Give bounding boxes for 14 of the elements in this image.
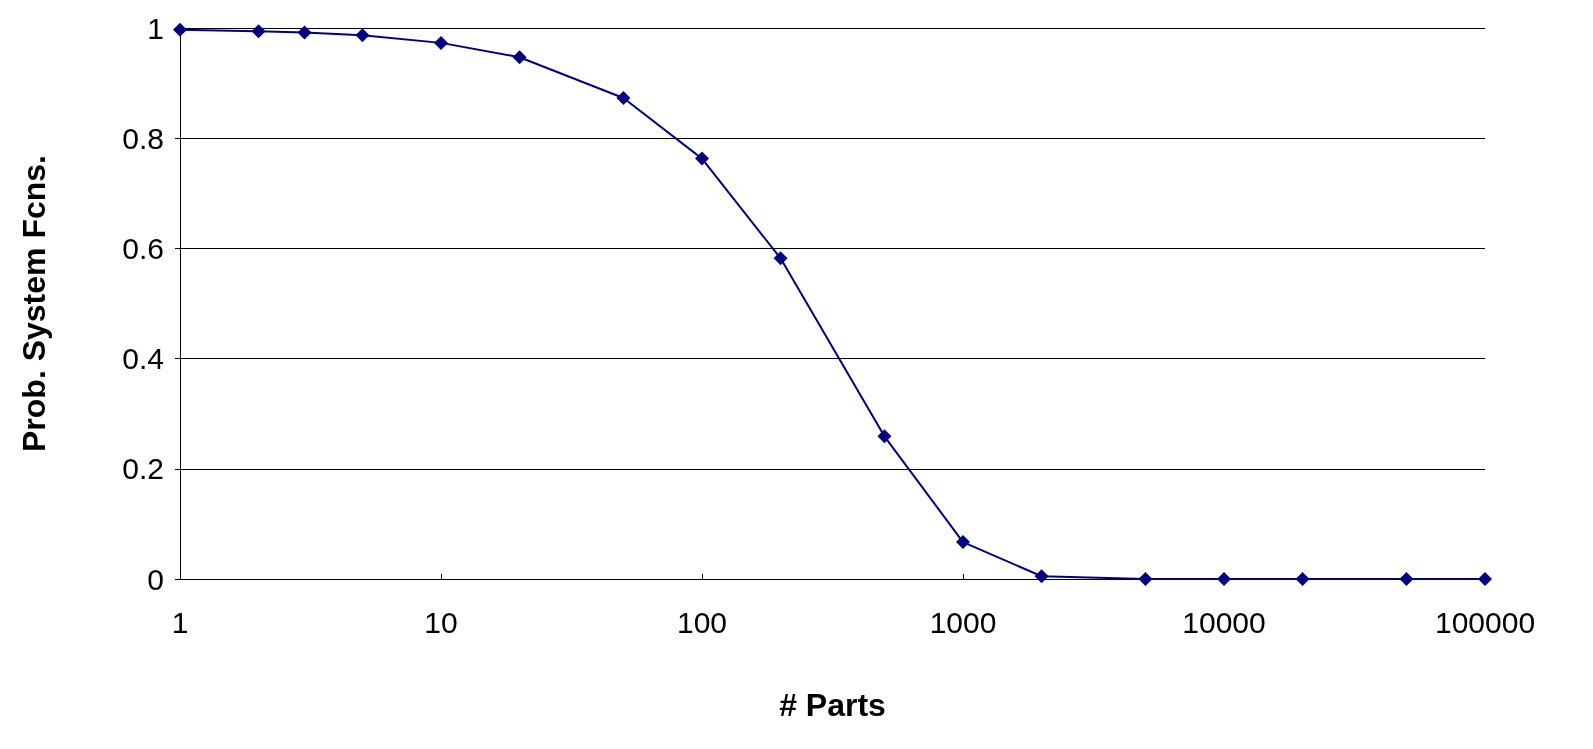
y-tick-label: 0.6 (122, 231, 164, 265)
x-tick-label: 10000 (1182, 605, 1266, 639)
x-tick-label: 100 (676, 605, 728, 639)
x-axis-title: # Parts (779, 687, 886, 723)
y-tick-label: 0.4 (122, 342, 164, 376)
y-tick-label: 1 (147, 11, 164, 45)
x-tick-label: 1 (171, 605, 189, 639)
y-axis-title: Prob. System Fcns. (16, 155, 52, 452)
y-tick-label: 0 (147, 562, 164, 596)
y-tick-label: 0.2 (122, 452, 164, 486)
y-tick-label: 0.8 (122, 121, 164, 155)
x-tick-label: 10 (424, 605, 458, 639)
x-tick-label: 100000 (1434, 605, 1536, 639)
x-tick-label: 1000 (929, 605, 997, 639)
